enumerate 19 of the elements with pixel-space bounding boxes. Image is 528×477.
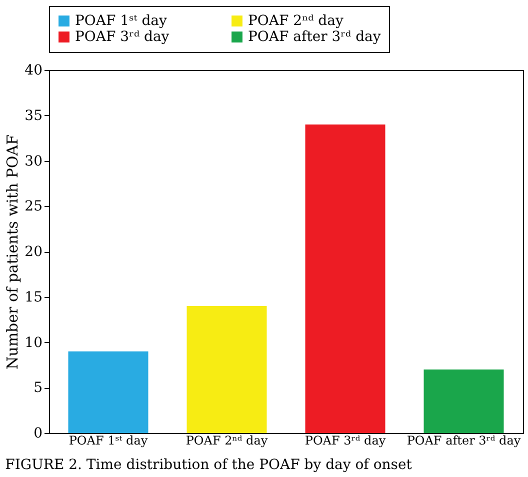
- y-tick-label: 15: [24, 289, 42, 306]
- y-axis-title: Number of patients with POAF: [4, 134, 22, 370]
- caption: FIGURE 2. Time distribution of the POAF by day of onset: [5, 457, 412, 473]
- y-tick-label: 40: [24, 62, 42, 78]
- y-tick-label: 25: [24, 198, 42, 215]
- legend-label: POAF 2ⁿᵈ day: [248, 13, 344, 29]
- y-tick-label: 0: [34, 426, 42, 442]
- legend-label: POAF 1ˢᵗ day: [75, 13, 168, 29]
- x-tick-label: POAF 3ʳᵈ day: [304, 434, 386, 448]
- y-tick-label: 5: [34, 380, 42, 396]
- legend-label: POAF after 3ʳᵈ day: [248, 29, 381, 45]
- x-tick-label: POAF 1ˢᵗ day: [68, 434, 148, 448]
- legend-label: POAF 3ʳᵈ day: [75, 29, 170, 45]
- y-tick-label: 35: [24, 108, 42, 124]
- y-tick-label: 20: [24, 244, 42, 260]
- y-tick-label: 10: [24, 334, 42, 351]
- x-tick-label: POAF 2ⁿᵈ day: [186, 434, 268, 448]
- y-tick-label: 30: [24, 153, 42, 170]
- x-tick-label: POAF after 3ʳᵈ day: [406, 434, 521, 448]
